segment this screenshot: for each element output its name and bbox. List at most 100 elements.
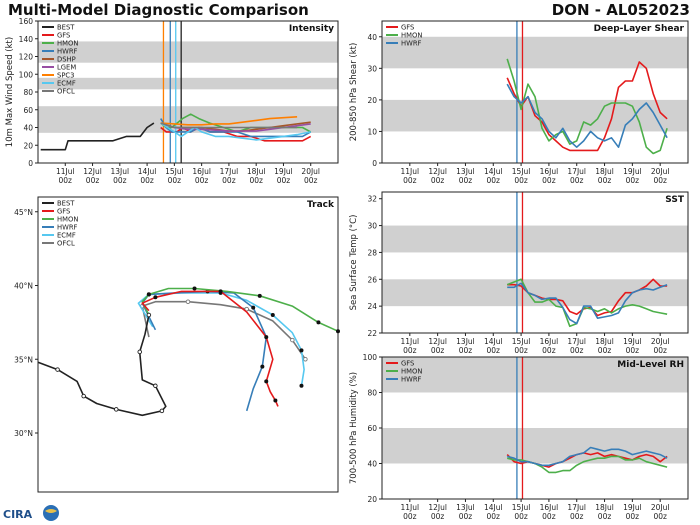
y-tick-label: 26 xyxy=(367,275,377,284)
legend-label: HWRF xyxy=(57,224,78,232)
legend-label: OFCL xyxy=(57,88,75,96)
x-tick-label: 12Jul xyxy=(428,503,447,512)
panel-rh: 2040608010011Jul00z12Jul00z13Jul00z14Jul… xyxy=(349,353,689,521)
x-tick-label: 19Jul xyxy=(623,337,642,346)
x-tick-label: 00z xyxy=(570,512,584,521)
legend-label: HWRF xyxy=(401,376,422,384)
x-tick-label: 20Jul xyxy=(301,167,320,176)
x-tick-label: 15Jul xyxy=(512,167,531,176)
track-point xyxy=(137,349,142,355)
x-tick-label: 00z xyxy=(431,346,445,355)
track-line-gfs xyxy=(141,290,279,407)
y-tick-label: 0 xyxy=(28,159,33,168)
x-tick-label: 14Jul xyxy=(484,503,503,512)
track-point xyxy=(114,407,119,412)
x-tick-label: 00z xyxy=(140,176,154,185)
x-tick-label: 00z xyxy=(86,176,100,185)
x-tick-label: 00z xyxy=(514,176,528,185)
track-point xyxy=(153,383,158,389)
lat-tick-label: 40°N xyxy=(14,282,33,291)
x-tick-label: 20Jul xyxy=(651,337,670,346)
x-tick-label: 00z xyxy=(487,512,501,521)
legend-label: HMON xyxy=(57,40,78,48)
x-tick-label: 00z xyxy=(542,346,556,355)
panel-intensity: 02040608010012014016011Jul00z12Jul00z13J… xyxy=(5,17,339,185)
x-tick-label: 00z xyxy=(653,512,667,521)
globe-icon-band xyxy=(45,509,57,513)
x-tick-label: 12Jul xyxy=(428,167,447,176)
legend-label: HMON xyxy=(401,32,422,40)
x-tick-label: 11Jul xyxy=(401,167,420,176)
panel-title: Track xyxy=(307,200,335,210)
legend-label: GFS xyxy=(57,32,70,40)
series-line-hwrf xyxy=(507,282,668,325)
y-tick-label: 100 xyxy=(19,70,34,79)
x-tick-label: 18Jul xyxy=(595,167,614,176)
x-tick-label: 16Jul xyxy=(540,337,559,346)
x-tick-label: 00z xyxy=(431,512,445,521)
panel-title: Deep-Layer Shear xyxy=(594,24,685,34)
x-tick-label: 15Jul xyxy=(512,337,531,346)
x-tick-label: 12Jul xyxy=(83,167,102,176)
x-tick-label: 00z xyxy=(403,512,417,521)
panel-title: Mid-Level RH xyxy=(617,360,684,370)
x-tick-label: 00z xyxy=(113,176,127,185)
legend-label: SPC3 xyxy=(57,72,74,80)
x-tick-label: 20Jul xyxy=(651,167,670,176)
series-line-spc3 xyxy=(160,116,298,126)
page-title: Multi-Model Diagnostic Comparison xyxy=(8,1,309,19)
track-point xyxy=(270,313,275,317)
x-tick-label: 20Jul xyxy=(651,503,670,512)
track-point xyxy=(257,293,262,298)
x-tick-label: 19Jul xyxy=(623,503,642,512)
series-line-best xyxy=(40,122,155,151)
series-line-hwrf xyxy=(506,83,668,148)
track-point xyxy=(264,379,269,384)
track-line-best xyxy=(37,314,167,417)
x-tick-label: 00z xyxy=(487,176,501,185)
legend-label: OFCL xyxy=(57,240,75,248)
track-point xyxy=(299,348,304,353)
series-line-hmon xyxy=(506,278,668,328)
x-tick-label: 16Jul xyxy=(540,503,559,512)
series-line-ofcl xyxy=(160,122,298,129)
x-tick-label: 13Jul xyxy=(456,337,475,346)
y-tick-label: 120 xyxy=(19,53,34,62)
y-axis-label: 200-850 hPa Shear (kt) xyxy=(349,43,359,142)
x-tick-label: 00z xyxy=(59,176,73,185)
shade-band xyxy=(38,77,338,90)
panel-sst: 22242628303211Jul00z12Jul00z13Jul00z14Ju… xyxy=(349,191,689,355)
track-point xyxy=(299,383,304,388)
track-point xyxy=(273,398,278,403)
storm-title: DON - AL052023 xyxy=(551,1,690,19)
y-tick-label: 20 xyxy=(367,495,377,504)
panel-title: Intensity xyxy=(289,24,334,34)
track-point xyxy=(336,329,340,334)
x-tick-label: 00z xyxy=(514,346,528,355)
track-line-hmon xyxy=(141,287,339,332)
shade-band xyxy=(382,36,688,69)
shade-band xyxy=(38,106,338,133)
x-tick-label: 00z xyxy=(570,176,584,185)
legend-label: HWRF xyxy=(401,40,422,48)
x-tick-label: 15Jul xyxy=(512,503,531,512)
legend-label: HWRF xyxy=(57,48,78,56)
track-point xyxy=(185,299,191,304)
series-line-hmon xyxy=(506,58,668,155)
x-tick-label: 00z xyxy=(570,346,584,355)
legend-label: BEST xyxy=(57,24,75,32)
track-point xyxy=(218,289,223,294)
shade-band xyxy=(38,41,338,63)
x-tick-label: 00z xyxy=(598,176,612,185)
x-tick-label: 00z xyxy=(487,346,501,355)
x-tick-label: 11Jul xyxy=(401,337,420,346)
x-tick-label: 00z xyxy=(626,512,640,521)
track-point xyxy=(192,286,197,291)
y-tick-label: 10 xyxy=(367,127,377,136)
x-tick-label: 00z xyxy=(459,512,473,521)
x-tick-label: 14Jul xyxy=(484,337,503,346)
x-tick-label: 11Jul xyxy=(401,503,420,512)
panel-shear: 01020304011Jul00z12Jul00z13Jul00z14Jul00… xyxy=(349,20,689,185)
lat-tick-label: 45°N xyxy=(14,208,33,217)
